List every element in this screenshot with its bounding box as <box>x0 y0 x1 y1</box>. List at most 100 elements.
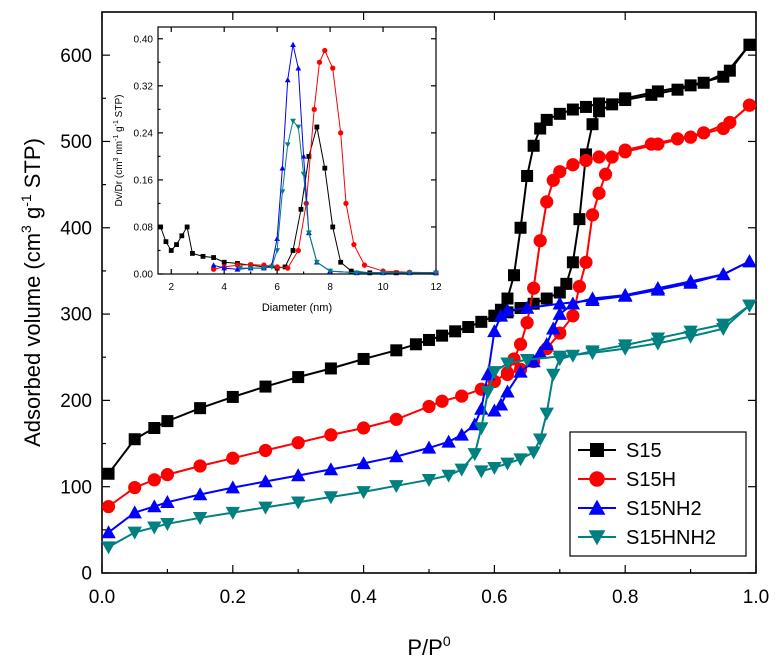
data-point-s15h <box>572 279 587 294</box>
x-tick-label: 0.0 <box>89 587 115 608</box>
data-point-s15h <box>147 473 161 487</box>
data-point-s15h <box>644 137 658 151</box>
data-point-s15hnh2 <box>380 270 386 276</box>
data-point-s15 <box>226 390 239 403</box>
main-plot: 0.0 0.2 0.4 0.6 0.8 1.00100200300400500600P/P… <box>18 11 769 660</box>
data-point-s15hnh2 <box>716 318 731 332</box>
data-point-s15nh2 <box>526 354 541 368</box>
data-point-s15hnh2 <box>313 259 320 266</box>
data-point-s15h <box>579 255 593 269</box>
data-point-s15h <box>500 367 515 382</box>
data-point-s15hnh2 <box>127 526 142 540</box>
data-point-s15 <box>290 248 296 253</box>
data-point-s15nh2 <box>480 367 496 381</box>
data-point-s15nh2 <box>552 306 567 320</box>
data-point-s15h <box>324 428 338 442</box>
data-point-s15h <box>723 115 737 130</box>
data-point-s15 <box>221 259 227 265</box>
data-point-s15 <box>211 255 216 260</box>
data-point-s15nh2 <box>127 505 142 519</box>
y-axis-title-sup: 3 <box>18 225 34 233</box>
data-point-s15h <box>274 264 280 270</box>
data-point-s15nh2 <box>500 303 515 317</box>
data-point-s15nh2 <box>290 41 296 47</box>
data-point-s15 <box>338 259 344 265</box>
data-point-s15nh2 <box>441 434 456 448</box>
data-point-s15 <box>306 153 312 159</box>
data-point-s15nh2 <box>532 345 548 359</box>
inset-y-axis-title-text: STP) <box>114 95 125 121</box>
data-point-s15nh2 <box>210 262 217 268</box>
data-point-s15nh2 <box>323 462 339 476</box>
data-point-s15hnh2 <box>356 486 371 500</box>
data-point-s15h <box>513 337 528 351</box>
inset-y-axis-title: Dv/Dr (cm3 nm-1 g-1 STP) <box>113 95 125 207</box>
data-point-s15 <box>566 256 579 269</box>
x-tick-label: 0.2 <box>220 587 246 608</box>
data-point-s15nh2 <box>274 235 281 242</box>
data-point-s15 <box>449 325 462 338</box>
data-point-s15nh2 <box>513 364 528 378</box>
data-point-s15hnh2 <box>353 270 360 276</box>
x-axis-title: P/P0 <box>407 633 450 660</box>
x-tick-label: 4 <box>221 282 227 293</box>
data-point-s15 <box>436 329 449 342</box>
data-point-s15hnh2 <box>284 142 291 148</box>
y-tick-label: 0.00 <box>134 270 154 281</box>
data-point-s15nh2 <box>539 337 554 351</box>
y-tick-label: 0.32 <box>134 81 154 92</box>
data-point-s15nh2 <box>487 324 502 338</box>
x-axis-title-sup: 0 <box>443 633 451 649</box>
data-point-s15h <box>585 208 600 222</box>
data-point-s15nh2 <box>147 499 162 513</box>
data-point-s15 <box>475 315 488 328</box>
data-point-s15h <box>598 167 613 181</box>
x-tick-label: 2 <box>168 282 174 293</box>
data-point-s15hnh2 <box>300 171 307 177</box>
data-point-s15h <box>226 451 240 465</box>
data-point-s15nh2 <box>356 456 371 470</box>
data-point-s15hnh2 <box>261 265 267 271</box>
inset-x-axis-title: Diameter (nm) <box>262 302 332 314</box>
data-point-s15hnh2 <box>480 385 496 399</box>
data-point-s15hnh2 <box>274 248 281 254</box>
y-tick-label: 500 <box>60 132 92 153</box>
data-point-s15h <box>533 234 547 248</box>
data-point-s15hnh2 <box>487 366 502 380</box>
data-point-s15 <box>606 98 619 111</box>
data-point-s15 <box>179 233 185 239</box>
data-point-s15nh2 <box>565 296 581 310</box>
legend-marker-s15 <box>590 443 604 457</box>
data-point-s15h <box>566 309 580 323</box>
data-point-s15 <box>671 83 684 96</box>
data-point-s15 <box>645 88 658 101</box>
data-point-s15h <box>351 241 357 248</box>
data-point-s15 <box>148 422 161 435</box>
data-point-s15hnh2 <box>683 325 698 339</box>
data-point-s15nh2 <box>160 495 175 508</box>
data-point-s15h <box>670 132 685 146</box>
data-point-s15 <box>128 433 141 446</box>
data-point-s15h <box>520 316 534 330</box>
data-point-s15 <box>348 268 354 274</box>
data-point-s15h <box>210 266 217 272</box>
data-point-s15 <box>161 415 174 428</box>
data-point-s15nh2 <box>101 525 116 539</box>
y-tick-label: 400 <box>60 218 92 239</box>
x-tick-label: 10 <box>377 282 389 293</box>
data-point-s15 <box>521 169 534 182</box>
data-point-s15 <box>102 467 115 480</box>
data-point-s15nh2 <box>487 403 502 417</box>
y-tick-label: 100 <box>60 477 92 498</box>
x-tick-label: 12 <box>430 282 442 293</box>
y-tick-label: 0 <box>81 564 92 585</box>
data-point-s15 <box>579 100 592 113</box>
data-point-s15nh2 <box>585 291 600 305</box>
data-point-s15nh2 <box>552 296 567 310</box>
data-point-s15h <box>592 186 606 200</box>
data-point-s15h <box>258 443 273 458</box>
data-point-s15h <box>128 480 142 495</box>
data-point-s15 <box>298 206 304 212</box>
